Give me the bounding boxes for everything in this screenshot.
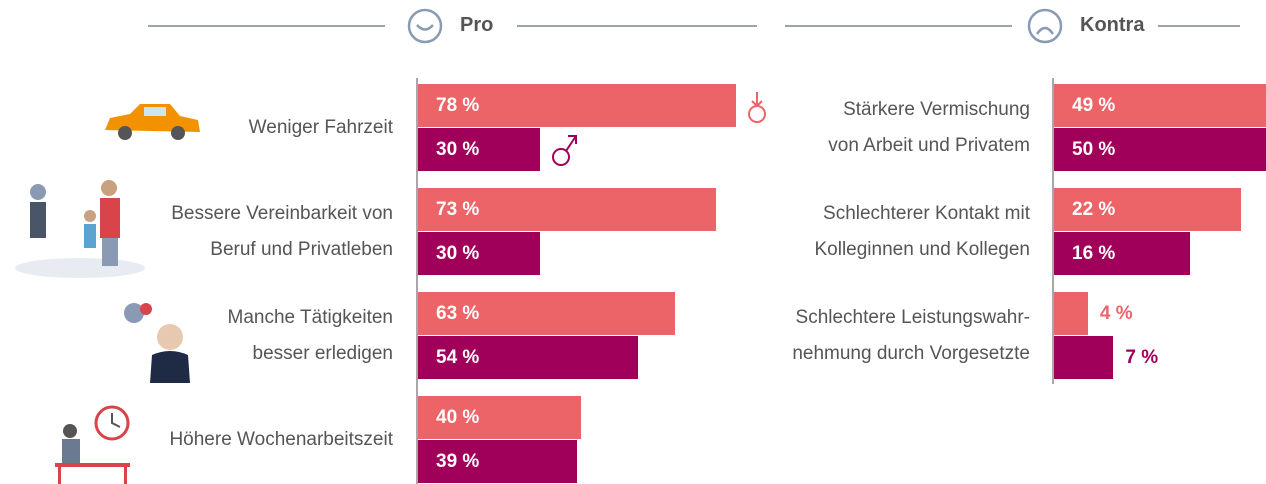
bar: [418, 128, 541, 171]
value-label: 54 %: [436, 347, 480, 368]
bar: [418, 440, 578, 483]
bar: [1054, 128, 1266, 171]
office-icon: [55, 405, 130, 484]
value-label: 50 %: [1072, 139, 1116, 160]
axis-line: [1052, 78, 1054, 384]
value-label: 40 %: [436, 407, 480, 428]
value-label: 7 %: [1125, 347, 1159, 368]
header-line: [785, 25, 1012, 27]
value-label: 30 %: [436, 139, 480, 160]
header-line: [1158, 25, 1240, 27]
category-label: Stärkere Vermischung von Arbeit und Priv…: [828, 99, 1030, 156]
axis-line: [416, 78, 418, 484]
category-label: Weniger Fahrzeit: [248, 117, 393, 138]
car-icon: [105, 104, 200, 140]
female-icon: [748, 92, 766, 123]
bar: [418, 336, 639, 379]
chart-title: Kontra: [1080, 14, 1145, 36]
bar: [418, 232, 541, 275]
family-icon: [15, 180, 145, 278]
value-label: 39 %: [436, 451, 480, 472]
category-label: Bessere Vereinbarkeit von Beruf und Priv…: [171, 203, 393, 260]
male-icon: [552, 135, 577, 166]
value-label: 63 %: [436, 303, 480, 324]
worker-icon: [124, 303, 190, 383]
value-label: 22 %: [1072, 199, 1116, 220]
bar: [1054, 188, 1241, 231]
category-label: Höhere Wochenarbeitszeit: [169, 429, 393, 450]
bar: [418, 84, 737, 127]
category-label: Schlechterer Kontakt mit Kolleginnen und…: [814, 203, 1030, 260]
bar: [418, 292, 676, 335]
value-label: 78 %: [436, 95, 480, 116]
bar: [1054, 292, 1088, 335]
smile-icon: [407, 8, 443, 44]
category-label: Manche Tätigkeiten besser erledigen: [227, 307, 393, 364]
bar: [418, 188, 716, 231]
value-label: 4 %: [1099, 303, 1133, 324]
header-line: [517, 25, 757, 27]
bar: [1054, 232, 1190, 275]
header-line: [148, 25, 385, 27]
category-label: Schlechtere Leistungswahr- nehmung durch…: [792, 307, 1030, 364]
chart-title: Pro: [460, 14, 494, 36]
bar: [1054, 336, 1114, 379]
value-label: 49 %: [1072, 95, 1116, 116]
value-label: 16 %: [1072, 243, 1116, 264]
bar: [1054, 84, 1266, 127]
bar: [418, 396, 582, 439]
frown-icon: [1027, 8, 1063, 44]
value-label: 73 %: [436, 199, 480, 220]
value-label: 30 %: [436, 243, 480, 264]
